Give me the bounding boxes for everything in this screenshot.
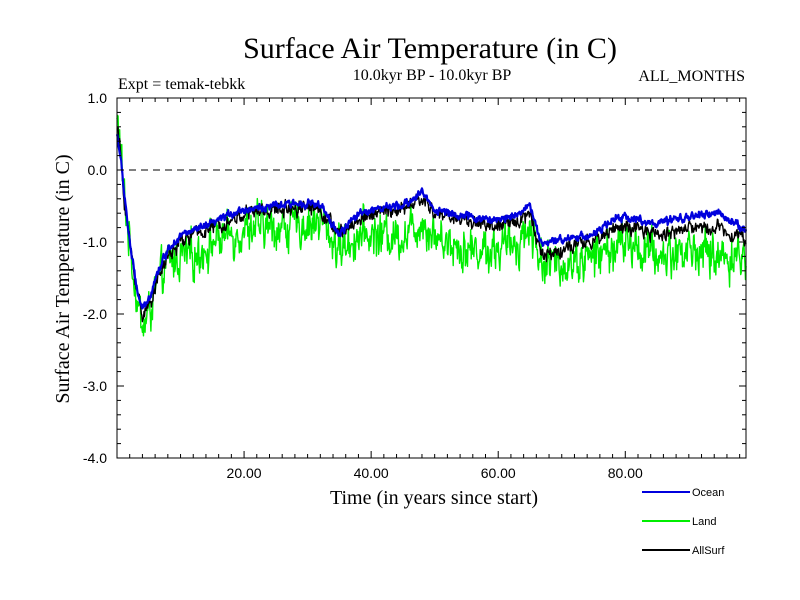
legend-label-allsurf: AllSurf [692, 545, 725, 557]
y-tick-label: -3.0 [83, 378, 107, 394]
y-tick-label: 0.0 [88, 162, 108, 178]
y-tick-label: -2.0 [83, 306, 107, 322]
y-tick-label: -4.0 [83, 450, 107, 466]
plot-lines [115, 114, 748, 337]
period-label: 10.0kyr BP - 10.0kyr BP [353, 67, 512, 84]
series-line-land [116, 114, 747, 337]
x-tick-label: 80.00 [608, 465, 643, 481]
chart-title: Surface Air Temperature (in C) [243, 32, 617, 65]
series-line-allsurf [116, 127, 747, 323]
series-line-ocean [115, 134, 748, 310]
y-axis-label: Surface Air Temperature (in C) [52, 154, 74, 403]
months-label: ALL_MONTHS [638, 68, 745, 85]
axes: 20.00 40.00 60.00 80.00 1.0 0.0 -1.0 -2.0 -3.0 -4… [83, 90, 747, 481]
legend-label-land: Land [692, 516, 716, 528]
x-tick-label: 40.00 [354, 465, 389, 481]
y-tick-label: 1.0 [88, 90, 108, 106]
y-tick-label: -1.0 [83, 234, 107, 250]
x-tick-label: 60.00 [481, 465, 516, 481]
x-tick-label: 20.00 [227, 465, 262, 481]
legend: Ocean Land AllSurf [642, 487, 725, 557]
experiment-label: Expt = temak-tebkk [118, 76, 245, 93]
x-axis-label: Time (in years since start) [330, 487, 538, 509]
legend-label-ocean: Ocean [692, 487, 724, 499]
plot-frame [116, 97, 747, 459]
